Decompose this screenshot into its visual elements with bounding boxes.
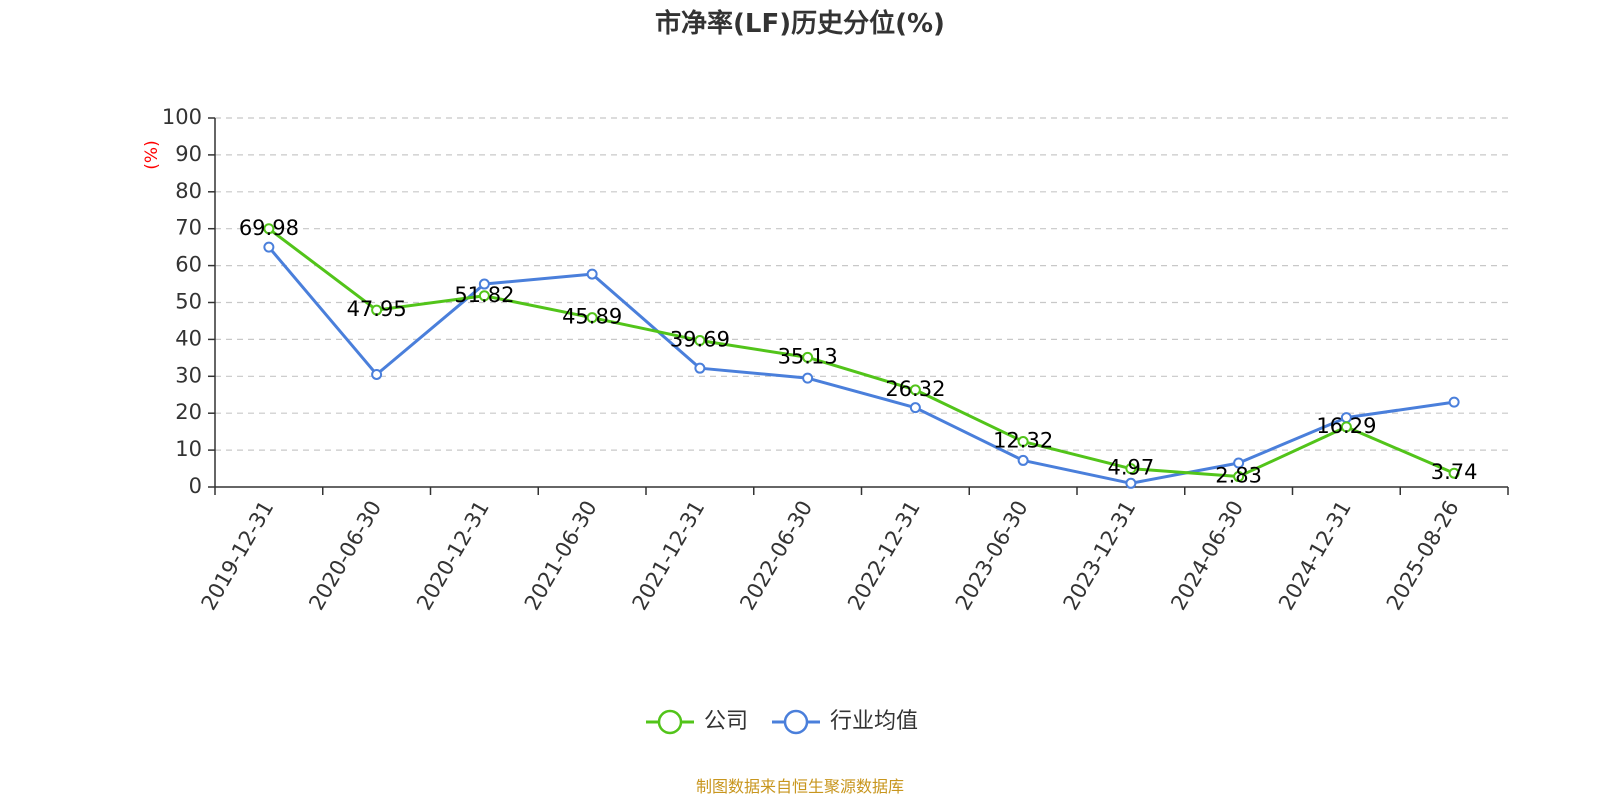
data-point[interactable] bbox=[694, 335, 706, 347]
x-tick-label: 2025-08-26 bbox=[1382, 497, 1464, 615]
data-label: 69.98 bbox=[239, 216, 299, 240]
data-point[interactable] bbox=[1125, 463, 1137, 475]
data-point[interactable] bbox=[478, 290, 490, 302]
x-tick-label: 2023-12-31 bbox=[1059, 497, 1141, 615]
data-point[interactable] bbox=[802, 351, 814, 363]
source-note: 制图数据来自恒生聚源数据库 bbox=[696, 777, 904, 796]
x-tick-label: 2022-12-31 bbox=[843, 497, 925, 615]
y-tick-label: 100 bbox=[162, 105, 202, 129]
x-tick-label: 2021-06-30 bbox=[520, 497, 602, 615]
y-tick-label: 30 bbox=[175, 363, 202, 387]
data-label: 12.32 bbox=[993, 429, 1053, 453]
x-tick-label: 2021-12-31 bbox=[628, 497, 710, 615]
legend-swatch-marker bbox=[783, 709, 809, 735]
data-point[interactable] bbox=[909, 402, 921, 414]
data-label: 51.82 bbox=[454, 283, 514, 307]
series-layer bbox=[263, 223, 1460, 489]
x-tick-label: 2022-06-30 bbox=[735, 497, 817, 615]
x-tick-label: 2024-12-31 bbox=[1274, 497, 1356, 615]
data-label: 16.29 bbox=[1316, 414, 1376, 438]
x-tick-label: 2020-06-30 bbox=[304, 497, 386, 615]
data-point[interactable] bbox=[371, 304, 383, 316]
data-label: 39.69 bbox=[670, 328, 730, 352]
legend-item[interactable]: 公司 bbox=[646, 709, 748, 735]
data-label: 35.13 bbox=[778, 344, 838, 368]
chart-title: 市净率(LF)历史分位(%) bbox=[655, 8, 945, 39]
y-tick-label: 50 bbox=[175, 290, 202, 314]
data-label: 3.74 bbox=[1431, 460, 1478, 484]
data-point[interactable] bbox=[694, 362, 706, 374]
y-tick-label: 80 bbox=[175, 179, 202, 203]
y-tick-label: 60 bbox=[175, 253, 202, 277]
y-axis-unit-label: (%) bbox=[142, 140, 162, 169]
data-point[interactable] bbox=[1233, 457, 1245, 469]
series-line bbox=[267, 246, 1455, 485]
y-tick-label: 0 bbox=[189, 474, 202, 498]
data-label: 45.89 bbox=[562, 305, 622, 329]
legend[interactable]: 公司 行业均值 bbox=[646, 709, 918, 735]
data-point[interactable] bbox=[1233, 471, 1245, 483]
data-point[interactable] bbox=[1017, 436, 1029, 448]
data-point[interactable] bbox=[1448, 396, 1460, 408]
x-tick-label: 2023-06-30 bbox=[951, 497, 1033, 615]
x-tick-label: 2020-12-31 bbox=[412, 497, 494, 615]
legend-label: 公司 bbox=[704, 709, 748, 734]
data-label: 4.97 bbox=[1107, 456, 1154, 480]
data-point[interactable] bbox=[263, 241, 275, 253]
data-point[interactable] bbox=[1340, 421, 1352, 433]
data-point[interactable] bbox=[586, 268, 598, 280]
y-tick-label: 90 bbox=[175, 142, 202, 166]
y-tick-label: 10 bbox=[175, 437, 202, 461]
data-point[interactable] bbox=[371, 368, 383, 380]
data-point[interactable] bbox=[1125, 477, 1137, 489]
y-tick-label: 40 bbox=[175, 326, 202, 350]
data-label: 2.83 bbox=[1215, 464, 1262, 488]
y-tick-label: 20 bbox=[175, 400, 202, 424]
data-point[interactable] bbox=[478, 278, 490, 290]
y-tick-label: 70 bbox=[175, 216, 202, 240]
x-tick-label: 2024-06-30 bbox=[1166, 497, 1248, 615]
data-point[interactable] bbox=[586, 312, 598, 324]
data-point[interactable] bbox=[263, 223, 275, 235]
data-label: 26.32 bbox=[885, 377, 945, 401]
data-point[interactable] bbox=[1017, 454, 1029, 466]
x-tick-label: 2019-12-31 bbox=[197, 497, 279, 615]
grid-lines bbox=[215, 117, 1508, 451]
legend-swatch-marker bbox=[657, 709, 683, 735]
data-point[interactable] bbox=[909, 384, 921, 396]
series-line bbox=[267, 227, 1455, 479]
legend-label: 行业均值 bbox=[830, 709, 918, 734]
legend-item[interactable]: 行业均值 bbox=[772, 709, 918, 735]
data-point[interactable] bbox=[802, 372, 814, 384]
data-label: 47.95 bbox=[347, 297, 407, 321]
data-point[interactable] bbox=[1448, 467, 1460, 479]
data-labels: 69.98 47.95 51.82 45.89 39.69 35.13 26.32 12.32… bbox=[239, 216, 1478, 488]
